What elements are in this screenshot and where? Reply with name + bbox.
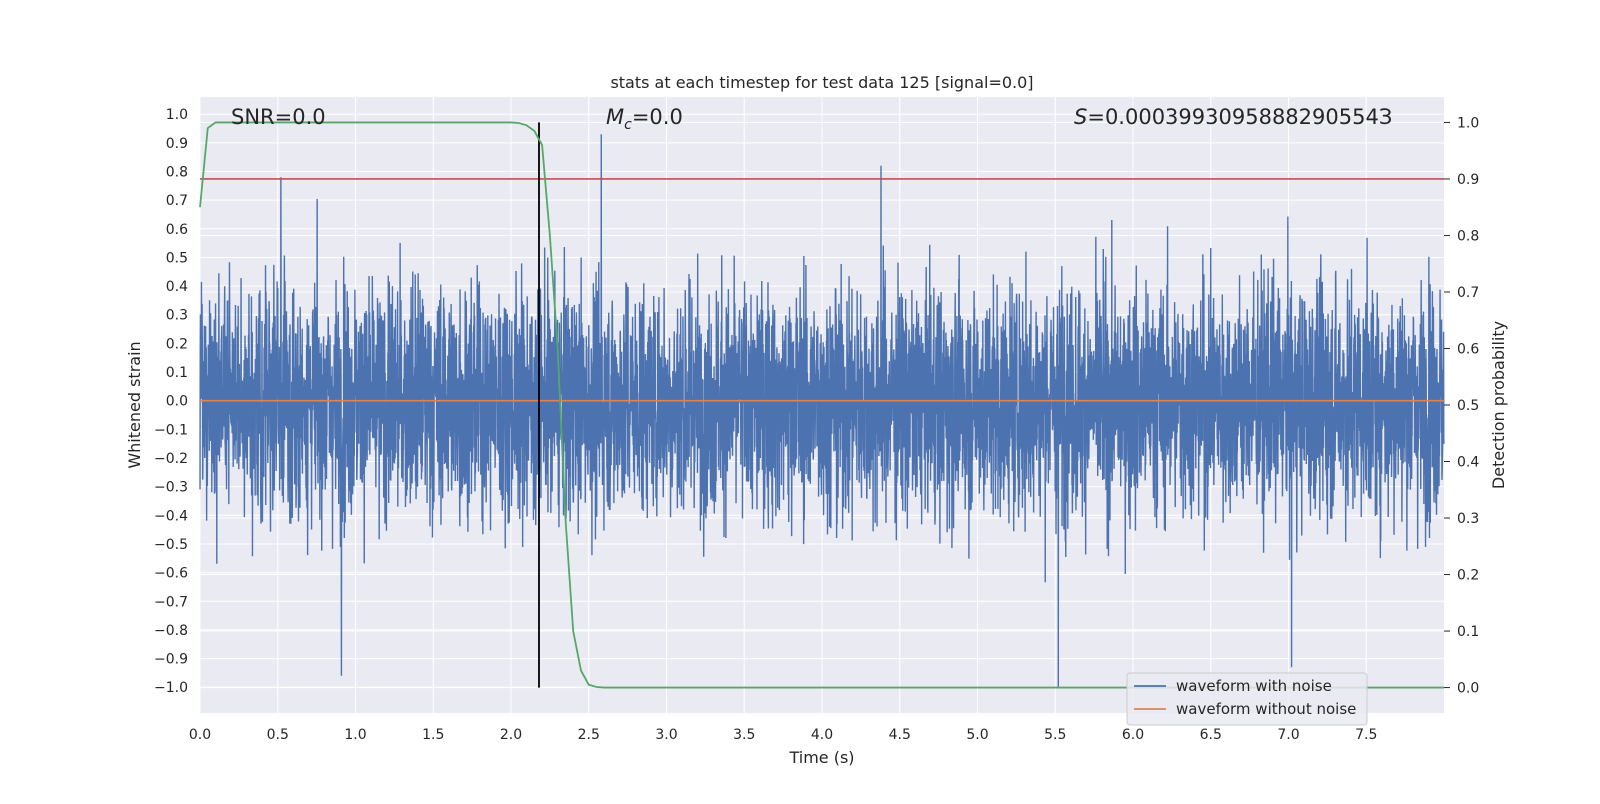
x-tick-label: 3.5	[733, 727, 755, 743]
y-tick-label: 0.5	[166, 250, 188, 266]
mc-value: =0.0	[632, 105, 683, 129]
y-tick-label: 0.8	[166, 164, 188, 180]
y2-tick-label: 0.0	[1457, 681, 1479, 697]
snr-annotation: SNR=0.0	[231, 105, 326, 129]
x-axis-title: Time (s)	[788, 748, 854, 767]
y2-tick-label: 0.5	[1457, 398, 1479, 414]
mc-annotation: Mc=0.0	[606, 105, 683, 133]
y-tick-label: 0.7	[166, 193, 188, 209]
y2-tick-label: 0.6	[1457, 341, 1479, 357]
y-tick-label: −0.2	[154, 451, 188, 467]
y-axis-title: Whitened strain	[125, 341, 144, 468]
x-tick-label: 5.5	[1044, 727, 1066, 743]
s-value: =0.0003993095888290554З	[1087, 105, 1392, 129]
x-tick-label: 4.0	[811, 727, 833, 743]
y2-axis-title: Detection probability	[1489, 321, 1508, 489]
y2-tick-label: 0.1	[1457, 624, 1479, 640]
mc-symbol: M	[606, 105, 624, 129]
detection-probability-line	[199, 121, 1444, 689]
y-tick-label: 0.4	[166, 279, 188, 295]
y-tick-label: −0.7	[154, 594, 188, 610]
y-tick-label: −0.8	[154, 623, 188, 639]
y-tick-label: −0.6	[154, 566, 188, 582]
y-tick-label: 0.0	[166, 394, 188, 410]
x-tick-label: 2.0	[500, 727, 522, 743]
x-tick-label: 1.5	[422, 727, 444, 743]
axis-ticks: 0.0 0.5 1.0 1.5 2.0 2.5 3.0 3.5 4.0 4.5 5.0 5.5 6.0 6…	[154, 107, 1479, 743]
waveform-with-noise-line	[199, 134, 1445, 688]
y-tick-label: 0.3	[166, 308, 188, 324]
legend-frame	[1126, 672, 1368, 726]
y2-tick-label: 0.9	[1457, 172, 1479, 188]
y-tick-label: −0.1	[154, 422, 188, 438]
legend-label-without-noise: waveform without noise	[1176, 700, 1356, 718]
y-tick-label: −0.4	[154, 508, 188, 524]
y2-tick-label: 0.4	[1457, 455, 1479, 471]
y2-tick-label: 1.0	[1457, 115, 1479, 131]
x-tick-label: 6.5	[1200, 727, 1222, 743]
y-tick-label: 1.0	[166, 107, 188, 123]
y-tick-label: −0.5	[154, 537, 188, 553]
s-annotation: S=0.0003993095888290554З	[1074, 105, 1392, 129]
y2-tick-label: 0.7	[1457, 285, 1479, 301]
mc-subscript: c	[624, 117, 632, 133]
legend: waveform with noise waveform without noi…	[1126, 672, 1368, 726]
y-tick-label: 0.2	[166, 336, 188, 352]
legend-label-with-noise: waveform with noise	[1176, 677, 1332, 695]
x-tick-label: 0.5	[267, 727, 289, 743]
y-tick-label: 0.6	[166, 222, 188, 238]
y2-tick-label: 0.2	[1457, 568, 1479, 584]
x-tick-label: 6.0	[1122, 727, 1144, 743]
x-tick-label: 4.5	[889, 727, 911, 743]
chart-title: stats at each timestep for test data 125…	[610, 73, 1033, 92]
series-waveform-with-noise	[199, 134, 1445, 688]
y-tick-label: −1.0	[154, 680, 188, 696]
x-tick-label: 5.0	[966, 727, 988, 743]
y-tick-label: −0.9	[154, 652, 188, 668]
y-tick-label: 0.9	[166, 136, 188, 152]
x-tick-label: 0.0	[189, 727, 211, 743]
y2-tick-label: 0.3	[1457, 511, 1479, 527]
x-tick-label: 3.0	[655, 727, 677, 743]
y-tick-label: −0.3	[154, 480, 188, 496]
y2-tick-label: 0.8	[1457, 228, 1479, 244]
y-tick-label: 0.1	[166, 365, 188, 381]
x-tick-label: 2.5	[578, 727, 600, 743]
x-tick-label: 7.0	[1277, 727, 1299, 743]
s-symbol: S	[1074, 105, 1087, 129]
x-tick-label: 7.5	[1355, 727, 1377, 743]
series-lines	[199, 121, 1444, 689]
x-tick-label: 1.0	[344, 727, 366, 743]
